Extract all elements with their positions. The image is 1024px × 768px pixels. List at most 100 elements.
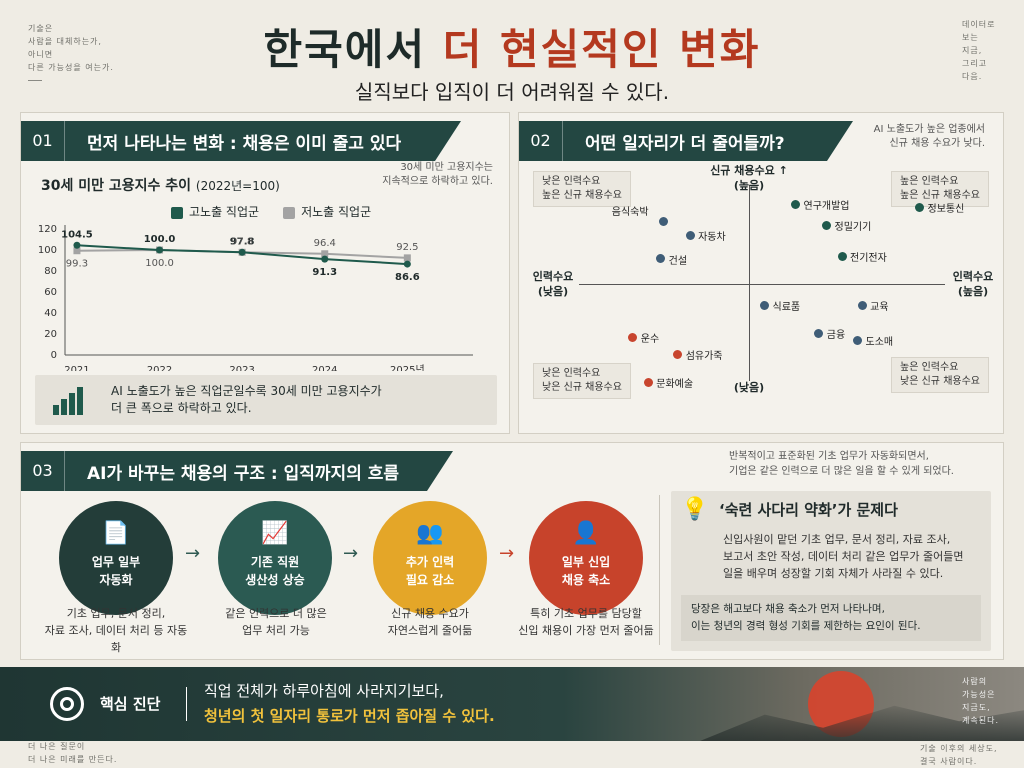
y-tick-label: 60	[44, 287, 57, 298]
chart-title-text: 30세 미만 고용지수 추이	[41, 178, 192, 194]
line-chart: 0 20 40 60 80 100 120 2021 2022 2023 2024 2025년 104.…	[38, 224, 473, 371]
y-tick-label: 120	[38, 224, 57, 235]
data-point-low	[73, 247, 81, 255]
scatter-point	[915, 202, 924, 212]
scatter-point-label: 자동차	[698, 232, 726, 243]
scatter-point	[656, 254, 666, 264]
data-point-high	[73, 241, 81, 249]
data-label-high: 100.0	[144, 234, 176, 245]
section-1-panel: 01 먼저 나타나는 변화 : 채용은 이미 줄고 있다 30세 미만 고용지수…	[20, 112, 510, 434]
step-1-circle: 📄 업무 일부 자동화	[59, 501, 173, 615]
section-1-title: 먼저 나타나는 변화 : 채용은 이미 줄고 있다	[87, 133, 402, 154]
scatter-point-label: 음식숙박	[611, 207, 649, 218]
scatter-point	[643, 377, 653, 387]
step-2-description: 같은 인력으로 더 많은 업무 처리 가능	[225, 607, 327, 637]
scatter-point-label: 전기전자	[850, 253, 887, 264]
divider	[28, 80, 42, 81]
scatter-point-label: 연구개발업	[803, 201, 850, 213]
data-label-low: 97.8	[231, 236, 253, 247]
people-icon: 👥	[416, 521, 444, 546]
data-point-high	[321, 255, 329, 263]
page-title: 한국에서 더 현실적인 변화	[0, 16, 1024, 77]
axis-label-bottom: (낮음)	[733, 381, 765, 394]
scatter-point	[760, 300, 769, 310]
scatter-point-label: 정밀기기	[834, 222, 872, 234]
bottom-banner: 핵심 진단 직업 전체가 하루아침에 사라지기보다, 청년의 첫 일자리 통로가…	[0, 667, 1024, 741]
diagnosis-line-1: 직업 전체가 하루아침에 사라지기보다,	[204, 682, 444, 700]
step-4-label: 일부 신입 채용 축소	[561, 555, 611, 587]
page-subtitle: 실직보다 입직이 더 어려워질 수 있다.	[354, 80, 670, 104]
legend-label-high: 고노출 직업군	[189, 205, 260, 219]
scatter-point	[837, 251, 847, 261]
quadrant-label-bottom-right: 높은 인력수요 낮은 신규 채용수요	[891, 357, 989, 393]
arrow-icon: →	[499, 543, 515, 564]
data-point-low	[403, 254, 411, 262]
data-label-low: 96.4	[314, 238, 336, 249]
scatter-point-label: 정보통신	[927, 204, 965, 215]
data-point-high	[238, 248, 246, 256]
step-4-description: 특히 기초 업무를 담당할 신입 채용이 가장 먼저 줄어듦	[518, 607, 654, 637]
x-tick-label: 2025년	[390, 364, 425, 371]
scatter-point-label: 교육	[870, 302, 889, 313]
data-label-high: 104.5	[61, 229, 93, 240]
scatter-point-label: 건설	[668, 255, 688, 267]
data-label-high: 86.6	[395, 272, 420, 283]
title-part-2: 더 현실적인 변화	[442, 25, 761, 74]
scatter-y-axis	[749, 185, 750, 381]
arrow-icon: →	[185, 543, 201, 564]
section-3-header: 03 AI가 바꾸는 채용의 구조 : 입직까지의 흐름	[21, 451, 453, 491]
chart-title-note: (2022년=100)	[195, 179, 280, 193]
y-tick-label: 0	[51, 350, 57, 361]
ladder-title: ‘숙련 사다리 약화’가 문제다	[719, 501, 898, 519]
corner-note-bottom-left: 더 나은 질문이 더 나은 미래를 만든다.	[28, 742, 118, 764]
step-1-description: 기초 업무, 문서 정리, 자료 조사, 데이터 처리 등 자동화	[44, 607, 188, 654]
section-2-panel: 02 어떤 일자리가 더 줄어들까? AI 노출도가 높은 업종에서 신규 채용…	[518, 112, 1004, 434]
data-label-high: 91.3	[312, 267, 337, 278]
person-icon: 👤	[572, 521, 600, 546]
legend-label-low: 저노출 직업군	[301, 205, 372, 219]
scatter-point	[857, 300, 867, 310]
quadrant-label-bottom-left: 낮은 인력수요 낮은 신규 채용수요	[533, 363, 631, 399]
corner-note-top-right: 데이터로 보는 지금, 그리고 다음.	[962, 20, 996, 81]
step-1-label: 업무 일부 자동화	[91, 555, 141, 587]
quadrant-label-top-right: 높은 인력수요 높은 신규 채용수요	[891, 171, 989, 207]
lightbulb-icon: 💡	[681, 497, 709, 522]
corner-note-bottom-right-a: 사람의 가능성은 지금도, 계속된다.	[962, 677, 999, 725]
diagnosis-line-2: 청년의 첫 일자리 통로가 먼저 좁아질 수 있다.	[204, 707, 495, 725]
scatter-point	[822, 220, 831, 230]
divider	[186, 687, 187, 721]
legend-swatch-high	[171, 206, 183, 219]
divider	[659, 495, 660, 645]
diagnosis-label: 핵심 진단	[100, 695, 161, 713]
x-tick-label: 2024	[312, 365, 337, 371]
section-3-panel: 03 AI가 바꾸는 채용의 구조 : 입직까지의 흐름 반복적이고 표준화된 …	[20, 442, 1004, 660]
step-2-circle: 📈 기존 직원 생산성 상승	[218, 501, 332, 615]
scatter-point-label: 섬유가죽	[685, 351, 723, 362]
scatter-point	[628, 332, 638, 342]
x-tick-label: 2021	[64, 365, 89, 371]
data-point-high	[156, 246, 164, 254]
corner-note-top-left: 기술은 사람을 대체하는가, 아니면 다른 가능성을 여는가.	[28, 24, 114, 72]
corner-note-bottom-right-b: 기술 이후의 세상도, 결국 사람이다.	[920, 744, 998, 766]
x-tick-label: 2022	[147, 365, 172, 371]
scatter-point	[791, 199, 800, 209]
title-part-1: 한국에서	[263, 25, 427, 74]
section-1-side-note: 30세 미만 고용지수는 지속적으로 하락하고 있다.	[382, 162, 493, 187]
scatter-point-label: 도소매	[865, 337, 894, 348]
ladder-note: 당장은 해고보다 채용 축소가 먼저 나타나며, 이는 청년의 경력 형성 기회…	[681, 595, 981, 641]
section-1-number: 01	[21, 121, 65, 161]
callout-text: AI 노출도가 높은 직업군일수록 30세 미만 고용지수가 더 큰 폭으로 하…	[111, 384, 382, 415]
scatter-point-label: 운수	[640, 334, 660, 346]
scatter-point	[814, 328, 824, 338]
step-3-description: 신규 채용 수요가 자연스럽게 줄어듦	[387, 607, 473, 637]
legend-swatch-low	[283, 206, 296, 219]
step-4-circle: 👤 일부 신입 채용 축소	[529, 501, 643, 615]
data-label-low: 92.5	[396, 242, 418, 253]
y-tick-label: 20	[44, 329, 57, 340]
section-2-title: 어떤 일자리가 더 줄어들까?	[585, 133, 785, 154]
scatter-point-label: 식료품	[772, 302, 801, 313]
legend-item-low: 저노출 직업군	[283, 203, 371, 220]
arrow-icon: →	[343, 543, 359, 564]
axis-label-right: 인력수요 (높음)	[952, 270, 994, 298]
data-label-low: 99.3	[66, 259, 88, 270]
